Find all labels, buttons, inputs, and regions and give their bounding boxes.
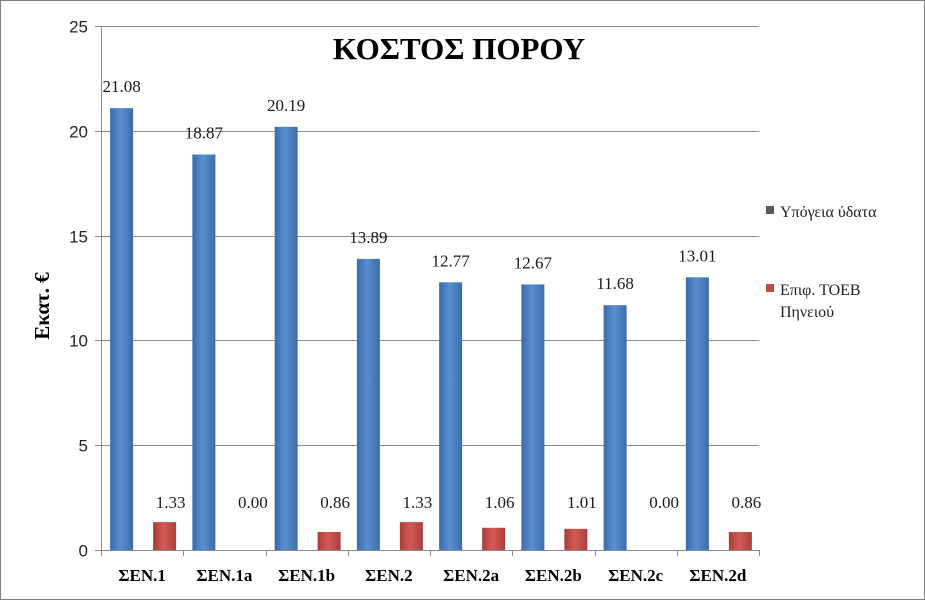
data-label: 1.01 xyxy=(567,493,597,512)
data-label: 1.06 xyxy=(485,493,515,512)
data-label: 13.89 xyxy=(349,228,387,247)
data-label: 1.33 xyxy=(403,493,433,512)
x-tick-label: ΣΕΝ.2b xyxy=(525,566,582,585)
bar-groundwater xyxy=(110,108,134,550)
data-label: 0.86 xyxy=(732,493,762,512)
bar-surface xyxy=(317,531,341,550)
x-tick-label: ΣΕΝ.1a xyxy=(196,566,252,585)
bar-surface xyxy=(399,522,423,550)
chart-title: ΚΟΣΤΟΣ ΠΟΡΟΥ xyxy=(333,31,585,66)
x-tick-label: ΣΕΝ.2d xyxy=(689,566,746,585)
bar-groundwater xyxy=(685,277,709,550)
bar-surface xyxy=(482,527,506,550)
bar-groundwater xyxy=(356,258,380,550)
bar-groundwater xyxy=(603,305,627,550)
legend-swatch-groundwater xyxy=(766,206,774,214)
data-label: 18.87 xyxy=(185,123,224,142)
x-tick-label: ΣΕΝ.2 xyxy=(365,566,412,585)
y-tick-label: 15 xyxy=(69,228,88,247)
bar-surface xyxy=(564,528,588,550)
legend-label-surface: Επιφ. ΤΟΕΒ xyxy=(780,282,861,299)
y-tick-label: 20 xyxy=(69,123,88,142)
legend-label-surface-line2: Πηνειού xyxy=(780,304,834,321)
data-label: 13.01 xyxy=(678,246,716,265)
data-label: 0.86 xyxy=(320,493,350,512)
bar-surface xyxy=(153,522,177,550)
data-label: 0.00 xyxy=(649,493,679,512)
bar-groundwater xyxy=(439,282,463,550)
y-tick-label: 10 xyxy=(69,332,88,351)
bar-surface xyxy=(728,531,752,550)
y-tick-label: 25 xyxy=(69,18,88,37)
bar-groundwater xyxy=(521,284,545,550)
data-label: 11.68 xyxy=(596,274,634,293)
x-tick-label: ΣΕΝ.1b xyxy=(278,566,335,585)
data-label: 12.67 xyxy=(514,253,553,272)
y-axis-label: Εκατ. € xyxy=(30,272,54,340)
legend: Υπόγεια ύδατα Επιφ. ΤΟΕΒ Πηνειού xyxy=(766,204,877,321)
y-tick-label: 0 xyxy=(79,542,88,561)
data-label: 1.33 xyxy=(156,493,186,512)
data-label: 0.00 xyxy=(238,493,268,512)
y-tick-label: 5 xyxy=(79,437,88,456)
x-tick-label: ΣΕΝ.1 xyxy=(118,566,165,585)
data-label: 20.19 xyxy=(267,96,305,115)
bar-groundwater xyxy=(274,126,298,550)
x-tick-label: ΣΕΝ.2a xyxy=(443,566,499,585)
data-labels: 21.08 18.87 20.19 13.89 12.77 12.67 11.68 13.01… xyxy=(103,77,762,512)
axes: 0 5 10 15 20 25 ΣΕΝ.1 ΣΕΝ.1a ΣΕΝ.1b ΣΕΝ.2 ΣΕΝ.2a ΣΕ… xyxy=(69,18,760,585)
legend-label-groundwater: Υπόγεια ύδατα xyxy=(780,204,877,221)
data-label: 12.77 xyxy=(432,251,471,270)
bar-groundwater xyxy=(192,154,216,550)
data-label: 21.08 xyxy=(103,77,141,96)
x-tick-label: ΣΕΝ.2c xyxy=(608,566,663,585)
bars xyxy=(110,108,752,550)
legend-swatch-surface xyxy=(766,284,774,292)
